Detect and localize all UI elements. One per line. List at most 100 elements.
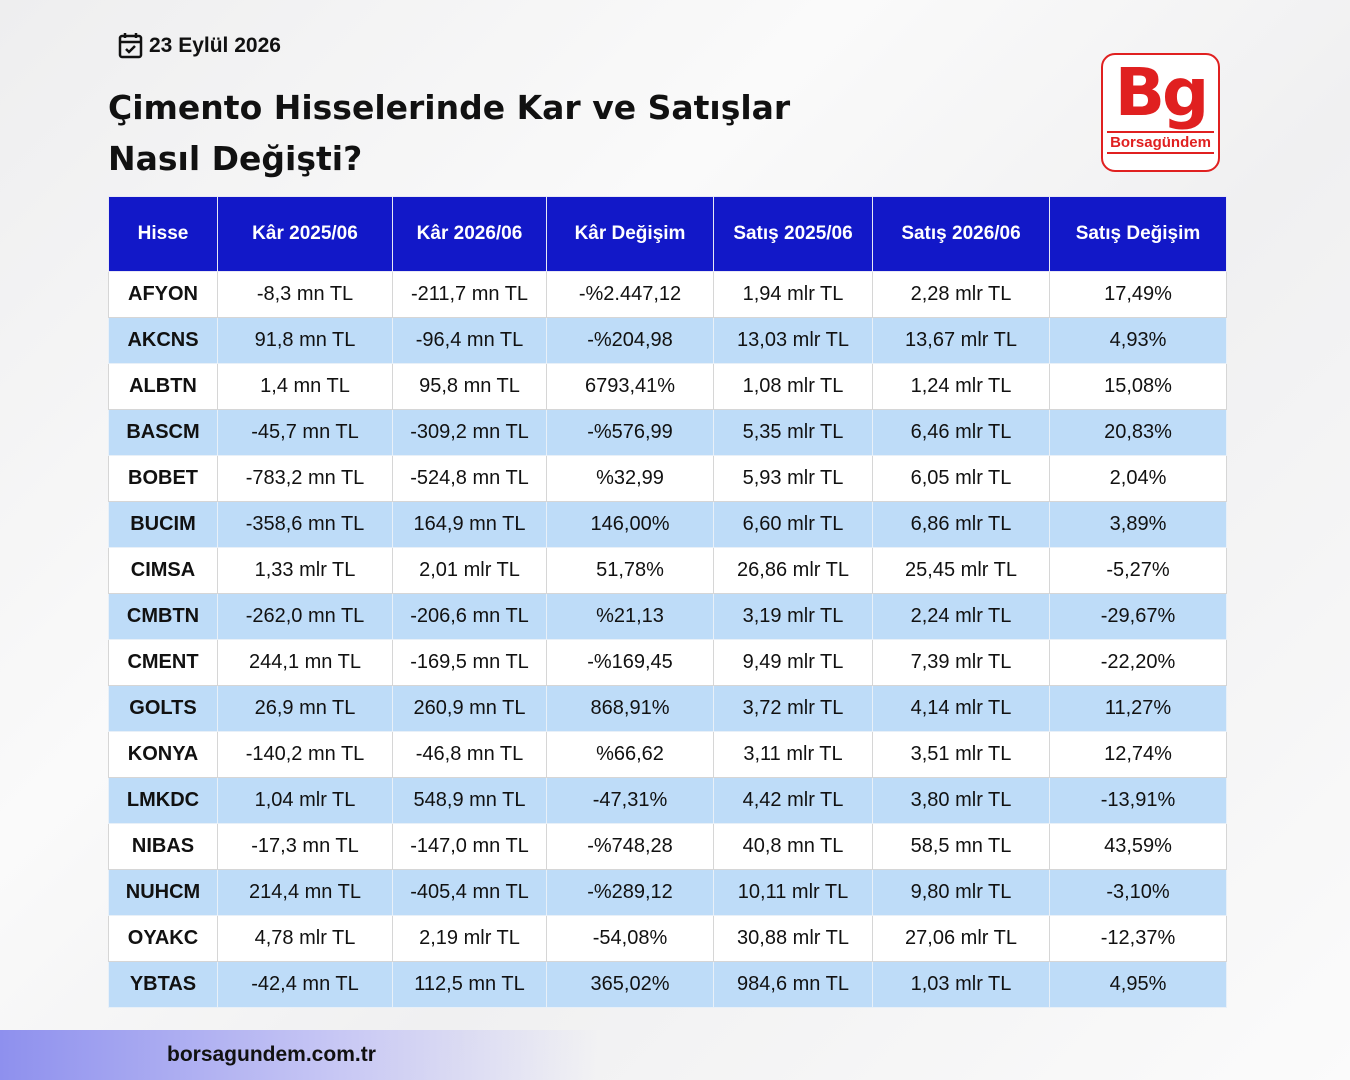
value-cell: 3,19 mlr TL (713, 593, 873, 640)
value-cell: 1,33 mlr TL (217, 547, 393, 594)
table-body: AFYON -8,3 mn TL -211,7 mn TL -%2.447,12 1,9… (108, 271, 1227, 1008)
title-line: Çimento Hisselerinde Kar ve Satışlar (108, 88, 791, 127)
value-cell: 3,89% (1049, 501, 1227, 548)
column-header: Satış 2026/06 (872, 196, 1050, 272)
value-cell: -5,27% (1049, 547, 1227, 594)
value-cell: 164,9 mn TL (392, 501, 547, 548)
footer-bar: borsagundem.com.tr (0, 1030, 600, 1080)
ticker-cell: NIBAS (108, 823, 218, 870)
value-cell: 5,35 mlr TL (713, 409, 873, 456)
logo-mark: Bg (1114, 54, 1210, 131)
table-row: NIBAS -17,3 mn TL -147,0 mn TL -%748,28 40,8… (108, 823, 1227, 870)
value-cell: -17,3 mn TL (217, 823, 393, 870)
value-cell: 3,80 mlr TL (872, 777, 1050, 824)
value-cell: -%289,12 (546, 869, 714, 916)
value-cell: -169,5 mn TL (392, 639, 547, 686)
calendar-icon (118, 33, 143, 59)
value-cell: 244,1 mn TL (217, 639, 393, 686)
value-cell: -%169,45 (546, 639, 714, 686)
value-cell: 5,93 mlr TL (713, 455, 873, 502)
value-cell: 6,05 mlr TL (872, 455, 1050, 502)
value-cell: 984,6 mn TL (713, 961, 873, 1008)
value-cell: -524,8 mn TL (392, 455, 547, 502)
value-cell: 25,45 mlr TL (872, 547, 1050, 594)
value-cell: -309,2 mn TL (392, 409, 547, 456)
ticker-cell: AKCNS (108, 317, 218, 364)
ticker-cell: ALBTN (108, 363, 218, 410)
table-row: LMKDC 1,04 mlr TL 548,9 mn TL -47,31% 4,42 m… (108, 777, 1227, 824)
value-cell: 26,9 mn TL (217, 685, 393, 732)
value-cell: 3,72 mlr TL (713, 685, 873, 732)
value-cell: 12,74% (1049, 731, 1227, 778)
value-cell: -42,4 mn TL (217, 961, 393, 1008)
value-cell: 26,86 mlr TL (713, 547, 873, 594)
table-row: OYAKC 4,78 mlr TL 2,19 mlr TL -54,08% 30,88 … (108, 915, 1227, 962)
value-cell: 6,86 mlr TL (872, 501, 1050, 548)
ticker-cell: BUCIM (108, 501, 218, 548)
value-cell: 2,01 mlr TL (392, 547, 547, 594)
value-cell: 868,91% (546, 685, 714, 732)
value-cell: -%576,99 (546, 409, 714, 456)
value-cell: -%204,98 (546, 317, 714, 364)
value-cell: 1,08 mlr TL (713, 363, 873, 410)
ticker-cell: LMKDC (108, 777, 218, 824)
value-cell: -13,91% (1049, 777, 1227, 824)
value-cell: -140,2 mn TL (217, 731, 393, 778)
value-cell: 15,08% (1049, 363, 1227, 410)
value-cell: 20,83% (1049, 409, 1227, 456)
ticker-cell: OYAKC (108, 915, 218, 962)
value-cell: 548,9 mn TL (392, 777, 547, 824)
value-cell: 1,94 mlr TL (713, 271, 873, 318)
title: Çimento Hisselerinde Kar ve Satışlar Nas… (108, 82, 790, 184)
value-cell: -54,08% (546, 915, 714, 962)
value-cell: 27,06 mlr TL (872, 915, 1050, 962)
value-cell: 4,93% (1049, 317, 1227, 364)
column-header: Satış 2025/06 (713, 196, 873, 272)
value-cell: 2,19 mlr TL (392, 915, 547, 962)
ticker-cell: CMBTN (108, 593, 218, 640)
ticker-cell: GOLTS (108, 685, 218, 732)
table-row: NUHCM 214,4 mn TL -405,4 mn TL -%289,12 10,1… (108, 869, 1227, 916)
date-line: 23 Eylül 2026 (118, 32, 281, 59)
table-row: GOLTS 26,9 mn TL 260,9 mn TL 868,91% 3,72 ml… (108, 685, 1227, 732)
ticker-cell: NUHCM (108, 869, 218, 916)
value-cell: 260,9 mn TL (392, 685, 547, 732)
ticker-cell: YBTAS (108, 961, 218, 1008)
ticker-cell: BOBET (108, 455, 218, 502)
column-header: Kâr 2026/06 (392, 196, 547, 272)
value-cell: 43,59% (1049, 823, 1227, 870)
value-cell: 1,4 mn TL (217, 363, 393, 410)
value-cell: -358,6 mn TL (217, 501, 393, 548)
value-cell: -%2.447,12 (546, 271, 714, 318)
value-cell: %66,62 (546, 731, 714, 778)
value-cell: 30,88 mlr TL (713, 915, 873, 962)
column-header: Hisse (108, 196, 218, 272)
value-cell: 2,28 mlr TL (872, 271, 1050, 318)
value-cell: 58,5 mn TL (872, 823, 1050, 870)
value-cell: 3,51 mlr TL (872, 731, 1050, 778)
value-cell: -%748,28 (546, 823, 714, 870)
value-cell: 2,04% (1049, 455, 1227, 502)
value-cell: 9,49 mlr TL (713, 639, 873, 686)
value-cell: 40,8 mn TL (713, 823, 873, 870)
value-cell: 10,11 mlr TL (713, 869, 873, 916)
table-row: BOBET -783,2 mn TL -524,8 mn TL %32,99 5,93 … (108, 455, 1227, 502)
value-cell: 4,78 mlr TL (217, 915, 393, 962)
value-cell: -46,8 mn TL (392, 731, 547, 778)
value-cell: -783,2 mn TL (217, 455, 393, 502)
title-line: Nasıl Değişti? (108, 139, 363, 178)
header-row: Hisse Kâr 2025/06 Kâr 2026/06 Kâr Değişim Sa… (108, 196, 1227, 272)
table-row: ALBTN 1,4 mn TL 95,8 mn TL 6793,41% 1,08 mlr… (108, 363, 1227, 410)
value-cell: 6,60 mlr TL (713, 501, 873, 548)
value-cell: -29,67% (1049, 593, 1227, 640)
value-cell: 365,02% (546, 961, 714, 1008)
table-row: AFYON -8,3 mn TL -211,7 mn TL -%2.447,12 1,9… (108, 271, 1227, 318)
value-cell: -22,20% (1049, 639, 1227, 686)
ticker-cell: AFYON (108, 271, 218, 318)
value-cell: 7,39 mlr TL (872, 639, 1050, 686)
table-row: BASCM -45,7 mn TL -309,2 mn TL -%576,99 5,35… (108, 409, 1227, 456)
table-row: YBTAS -42,4 mn TL 112,5 mn TL 365,02% 984,6 … (108, 961, 1227, 1008)
value-cell: 13,67 mlr TL (872, 317, 1050, 364)
value-cell: -3,10% (1049, 869, 1227, 916)
